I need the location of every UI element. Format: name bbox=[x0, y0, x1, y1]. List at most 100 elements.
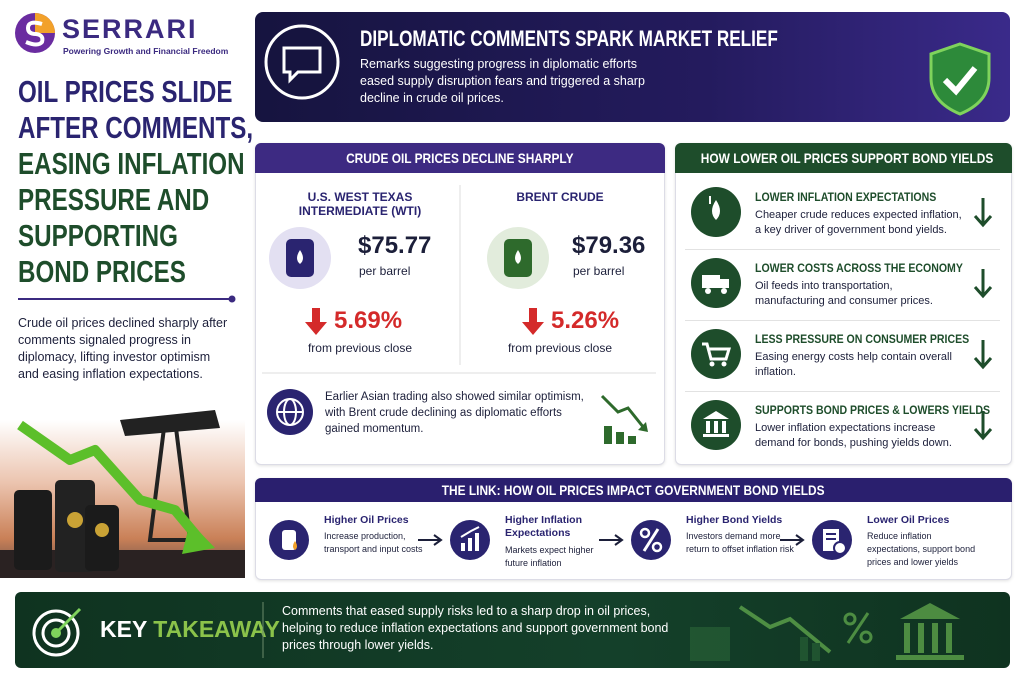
icon-shape bbox=[702, 342, 732, 361]
step-text: Investors demand more return to offset i… bbox=[686, 531, 794, 554]
bond-item-title: LOWER COSTS ACROSS THE ECONOMY bbox=[755, 261, 963, 275]
decline-icon bbox=[600, 394, 648, 444]
takeaway-decor bbox=[690, 603, 964, 661]
icon bbox=[631, 520, 671, 560]
arrow-head bbox=[795, 534, 805, 546]
price-unit: per barrel bbox=[359, 264, 411, 278]
barrel-icon bbox=[487, 227, 549, 289]
separator bbox=[685, 320, 1000, 321]
oil-price: $79.36 bbox=[572, 232, 646, 259]
banner-title: DIPLOMATIC COMMENTS SPARK MARKET RELIEF bbox=[360, 26, 778, 51]
takeaway-label-2: TAKEAWAY bbox=[153, 616, 280, 642]
icon-shape bbox=[691, 329, 741, 379]
link-title: THE LINK: HOW OIL PRICES IMPACT GOVERNME… bbox=[442, 482, 825, 498]
icon-shape bbox=[721, 288, 727, 294]
barrel-icon bbox=[269, 227, 331, 289]
down-arrow bbox=[973, 269, 993, 299]
icon-shape bbox=[706, 421, 710, 433]
takeaway-label-1: KEY bbox=[100, 616, 147, 642]
down-arrow bbox=[973, 411, 993, 441]
arrow-head bbox=[973, 357, 993, 370]
icon-shape bbox=[651, 541, 663, 553]
arrow-head bbox=[973, 428, 993, 441]
price-change: 5.26% bbox=[551, 307, 620, 334]
step-title: Higher Inflation Expectations bbox=[505, 514, 582, 539]
icon bbox=[691, 329, 741, 379]
oil-name: U.S. WEST TEXAS INTERMEDIATE (WTI) bbox=[298, 190, 422, 218]
icon bbox=[691, 187, 741, 237]
icon-shape bbox=[460, 526, 480, 538]
bond-item-text: Easing energy costs help contain overall… bbox=[755, 351, 952, 378]
down-arrow bbox=[305, 308, 327, 335]
banner-text: Remarks suggesting progress in diplomati… bbox=[360, 57, 645, 105]
price-change: 5.69% bbox=[334, 307, 403, 334]
icon-shape bbox=[720, 279, 729, 288]
step-arrow bbox=[599, 534, 624, 546]
icon-shape bbox=[709, 361, 715, 367]
link-header: THE LINK: HOW OIL PRICES IMPACT GOVERNME… bbox=[255, 478, 1012, 502]
headline-line: OIL PRICES SLIDE bbox=[18, 74, 233, 109]
takeaway-box bbox=[15, 592, 1010, 668]
icon-shape bbox=[293, 541, 297, 550]
shield-icon bbox=[929, 42, 991, 116]
crude-header: CRUDE OIL PRICES DECLINE SHARPLY bbox=[255, 143, 665, 173]
icon-shape bbox=[722, 421, 726, 433]
bond-item-text: Lower inflation expectations increase de… bbox=[755, 422, 952, 449]
headline-line: AFTER COMMENTS, bbox=[18, 110, 254, 145]
headline-line: SUPPORTING bbox=[18, 218, 178, 253]
step-text: Markets expect higher future inflation bbox=[505, 545, 594, 568]
arrow-head bbox=[433, 534, 443, 546]
icon-shape bbox=[703, 411, 729, 419]
icon bbox=[450, 520, 490, 560]
step-arrow bbox=[418, 534, 443, 546]
icon-shape bbox=[833, 541, 847, 555]
icon bbox=[812, 520, 852, 560]
brand-tagline: Powering Growth and Financial Freedom bbox=[63, 46, 229, 56]
chat-icon bbox=[264, 24, 340, 100]
crude-note: Earlier Asian trading also showed simila… bbox=[325, 391, 584, 435]
step-title: Lower Oil Prices bbox=[867, 514, 950, 526]
headline-line: BOND PRICES bbox=[18, 254, 186, 289]
icon-shape bbox=[712, 200, 720, 220]
crude-title: CRUDE OIL PRICES DECLINE SHARPLY bbox=[346, 150, 574, 166]
arrow-head bbox=[973, 286, 993, 299]
bond-item-title: LOWER INFLATION EXPECTATIONS bbox=[755, 190, 937, 204]
step-arrow bbox=[780, 534, 805, 546]
separator bbox=[685, 391, 1000, 392]
icon-shape bbox=[705, 288, 711, 294]
oil-name: BRENT CRUDE bbox=[516, 190, 604, 204]
down-arrow bbox=[973, 340, 993, 370]
step-title: Higher Oil Prices bbox=[324, 514, 409, 526]
headline-line: EASING INFLATION bbox=[18, 146, 245, 181]
price-unit: per barrel bbox=[573, 264, 625, 278]
bond-item-title: SUPPORTS BOND PRICES & LOWERS YIELDS bbox=[755, 403, 991, 417]
change-note: from previous close bbox=[307, 341, 413, 355]
brand-name: SERRARI bbox=[62, 14, 198, 44]
globe-icon bbox=[267, 389, 313, 435]
step-text: Increase production, transport and input… bbox=[324, 531, 423, 554]
step-text: Reduce inflation expectations, support b… bbox=[867, 531, 976, 567]
bond-title: HOW LOWER OIL PRICES SUPPORT BOND YIELDS bbox=[700, 150, 994, 166]
bond-item-title: LESS PRESSURE ON CONSUMER PRICES bbox=[755, 332, 970, 346]
takeaway-label: KEY TAKEAWAY bbox=[100, 616, 280, 643]
separator bbox=[685, 249, 1000, 250]
banner bbox=[255, 12, 1010, 122]
down-arrow bbox=[973, 198, 993, 228]
icon-shape bbox=[468, 538, 472, 551]
icon bbox=[691, 258, 741, 308]
arrow-head bbox=[614, 534, 624, 546]
arrow-head bbox=[973, 215, 993, 228]
icon-shape bbox=[461, 543, 465, 551]
oil-illustration bbox=[0, 410, 245, 578]
icon-shape bbox=[639, 527, 651, 539]
oil-price: $75.77 bbox=[358, 232, 432, 259]
target-icon bbox=[32, 607, 82, 657]
icon-shape bbox=[282, 530, 296, 550]
icon-shape bbox=[721, 361, 727, 367]
icon bbox=[691, 400, 741, 450]
takeaway-text: Comments that eased supply risks led to … bbox=[282, 604, 669, 652]
icon-shape bbox=[642, 528, 660, 552]
rule bbox=[18, 295, 236, 303]
